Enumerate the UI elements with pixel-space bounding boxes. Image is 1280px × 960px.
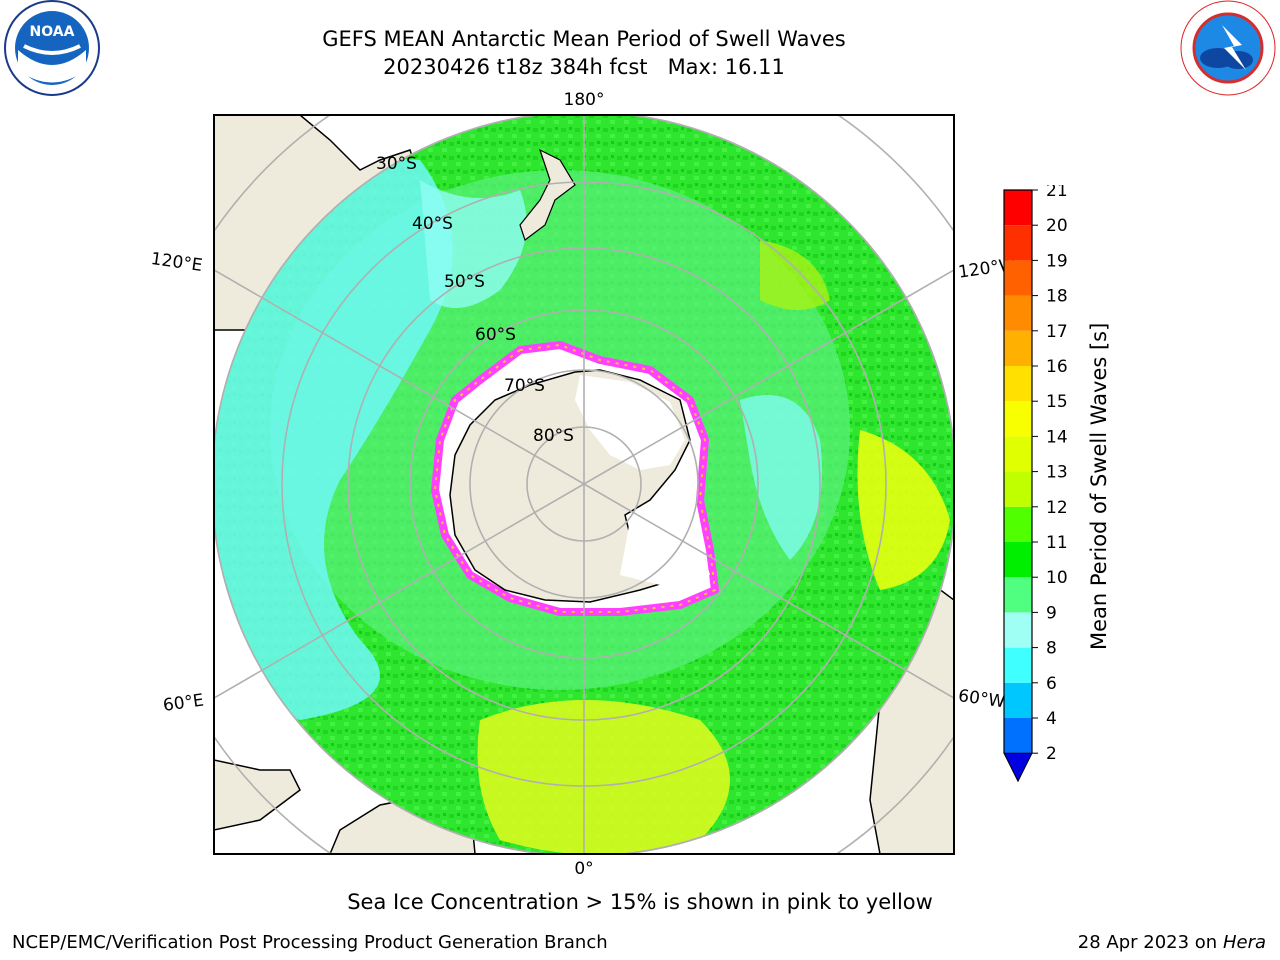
colorbar-tick-label: 4 bbox=[1046, 709, 1057, 729]
colorbar-tick-label: 14 bbox=[1046, 427, 1068, 447]
colorbar-tick-label: 20 bbox=[1046, 216, 1068, 236]
lon-label-120e: 120°E bbox=[150, 249, 204, 276]
host-text: Hera bbox=[1222, 932, 1266, 953]
colorbar-tick-label: 12 bbox=[1046, 498, 1068, 518]
colorbar-tick-label: 9 bbox=[1046, 603, 1057, 623]
colorbar-segment bbox=[1004, 718, 1032, 754]
lon-label-180: 180° bbox=[564, 90, 605, 110]
nws-logo bbox=[1180, 0, 1276, 96]
colorbar-segments bbox=[1003, 189, 1033, 783]
colorbar-tick-label: 8 bbox=[1046, 639, 1057, 659]
lat-label-30s: 30°S bbox=[376, 154, 417, 174]
colorbar: 2 4 6 8 9 10 11 12 13 14 15 16 17 18 19 20 21 bbox=[1003, 185, 1068, 783]
datestamp: 28 Apr 2023 on Hera bbox=[1078, 932, 1266, 953]
credit-text: NCEP/EMC/Verification Post Processing Pr… bbox=[12, 932, 608, 953]
graticule bbox=[214, 115, 954, 854]
lon-label-0: 0° bbox=[574, 859, 593, 879]
colorbar-tick-label: 16 bbox=[1046, 357, 1068, 377]
lon-label-60e: 60°E bbox=[162, 690, 205, 715]
lat-label-70s: 70°S bbox=[504, 376, 545, 396]
lon-label-60w: 60°W bbox=[957, 686, 1006, 712]
madagascar-land bbox=[214, 759, 301, 831]
colorbar-tick-label: 10 bbox=[1046, 568, 1068, 588]
lat-label-60s: 60°S bbox=[475, 325, 516, 345]
colorbar-segment bbox=[1004, 401, 1032, 437]
colorbar-tick-label: 2 bbox=[1046, 744, 1057, 764]
colorbar-segment bbox=[1004, 295, 1032, 331]
colorbar-segment bbox=[1004, 190, 1032, 226]
colorbar-segment bbox=[1004, 330, 1032, 366]
colorbar-segment bbox=[1004, 506, 1032, 542]
colorbar-segment bbox=[1004, 612, 1032, 648]
colorbar-tick-label: 6 bbox=[1046, 674, 1057, 694]
sea-ice-footnote: Sea Ice Concentration > 15% is shown in … bbox=[347, 890, 933, 914]
colorbar-segment bbox=[1004, 225, 1032, 261]
chart-title: GEFS MEAN Antarctic Mean Period of Swell… bbox=[322, 27, 846, 51]
noaa-logo: NOAA bbox=[4, 0, 100, 96]
colorbar-tick-label: 13 bbox=[1046, 463, 1068, 483]
colorbar-segment bbox=[1004, 577, 1032, 613]
colorbar-tick-label: 18 bbox=[1046, 287, 1068, 307]
date-text: 28 Apr 2023 on bbox=[1077, 932, 1223, 953]
colorbar-tick-label: 15 bbox=[1046, 392, 1068, 412]
chart-subtitle: 20230426 t18z 384h fcst Max: 16.11 bbox=[383, 55, 785, 79]
colorbar-tick-label: 21 bbox=[1046, 185, 1068, 201]
colorbar-segment bbox=[1004, 471, 1032, 507]
colorbar-extend-arrow bbox=[1003, 752, 1033, 783]
colorbar-segment bbox=[1004, 436, 1032, 472]
lat-label-80s: 80°S bbox=[533, 426, 574, 446]
colorbar-segment bbox=[1004, 366, 1032, 402]
lat-label-50s: 50°S bbox=[444, 272, 485, 292]
noaa-logo-text: NOAA bbox=[30, 24, 75, 40]
colorbar-segment bbox=[1004, 260, 1032, 296]
colorbar-tick-label: 19 bbox=[1046, 251, 1068, 271]
colorbar-ticks: 2 4 6 8 9 10 11 12 13 14 15 16 17 18 19 20 21 bbox=[1032, 185, 1068, 764]
colorbar-label: Mean Period of Swell Waves [s] bbox=[1087, 322, 1111, 650]
colorbar-segment bbox=[1004, 542, 1032, 578]
colorbar-segment bbox=[1004, 647, 1032, 683]
colorbar-tick-label: 11 bbox=[1046, 533, 1068, 553]
colorbar-tick-label: 17 bbox=[1046, 322, 1068, 342]
colorbar-segment bbox=[1004, 682, 1032, 718]
lat-label-40s: 40°S bbox=[412, 214, 453, 234]
